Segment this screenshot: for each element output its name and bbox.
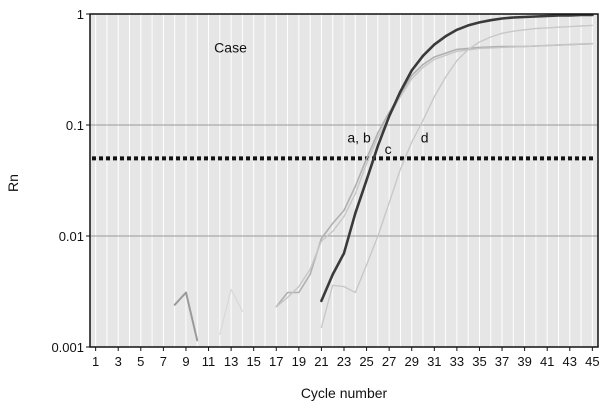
series-line-6 (219, 288, 243, 335)
annotation-label: a, b (347, 130, 371, 146)
x-tick-label: 35 (472, 354, 486, 369)
x-tick-label: 39 (517, 354, 531, 369)
y-tick-label: 0.1 (66, 118, 84, 133)
x-tick-label: 11 (202, 354, 216, 369)
x-tick-label: 13 (224, 354, 238, 369)
x-tick-label: 1 (92, 354, 99, 369)
x-tick-label: 19 (292, 354, 306, 369)
y-axis-title: Rn (5, 174, 21, 192)
x-tick-label: 27 (382, 354, 396, 369)
annotation-label: c (385, 141, 392, 157)
x-tick-label: 31 (427, 354, 441, 369)
series-line-4 (320, 24, 594, 329)
x-tick-label: 33 (450, 354, 464, 369)
y-tick-label: 1 (77, 7, 84, 22)
x-tick-label: 9 (182, 354, 189, 369)
x-tick-label: 21 (314, 354, 328, 369)
x-tick-label: 43 (563, 354, 577, 369)
annotations: Case a, b c d (214, 39, 428, 156)
x-tick-label: 37 (495, 354, 509, 369)
x-tick-label: 7 (160, 354, 167, 369)
ticks: 1 3 5 7 9 11 13 15 17 19 21 23 25 27 29 31 33 35 37 39 41 43 4… (51, 7, 599, 369)
x-tick-label: 17 (269, 354, 283, 369)
y-tick-label: 0.001 (51, 340, 84, 355)
x-tick-label: 3 (115, 354, 122, 369)
annotation-label: Case (214, 39, 247, 55)
x-tick-label: 23 (337, 354, 351, 369)
x-tick-label: 29 (404, 354, 418, 369)
y-tick-label: 0.01 (59, 229, 84, 244)
grid (90, 13, 598, 348)
x-axis-title: Cycle number (301, 385, 388, 401)
series-layer (173, 13, 594, 342)
x-tick-label: 25 (359, 354, 373, 369)
series-line-3 (320, 13, 594, 303)
x-tick-label: 15 (246, 354, 260, 369)
x-tick-label: 5 (137, 354, 144, 369)
x-tick-label: 45 (585, 354, 599, 369)
series-line-5 (173, 291, 199, 342)
x-tick-label: 41 (540, 354, 554, 369)
annotation-label: d (421, 130, 429, 146)
